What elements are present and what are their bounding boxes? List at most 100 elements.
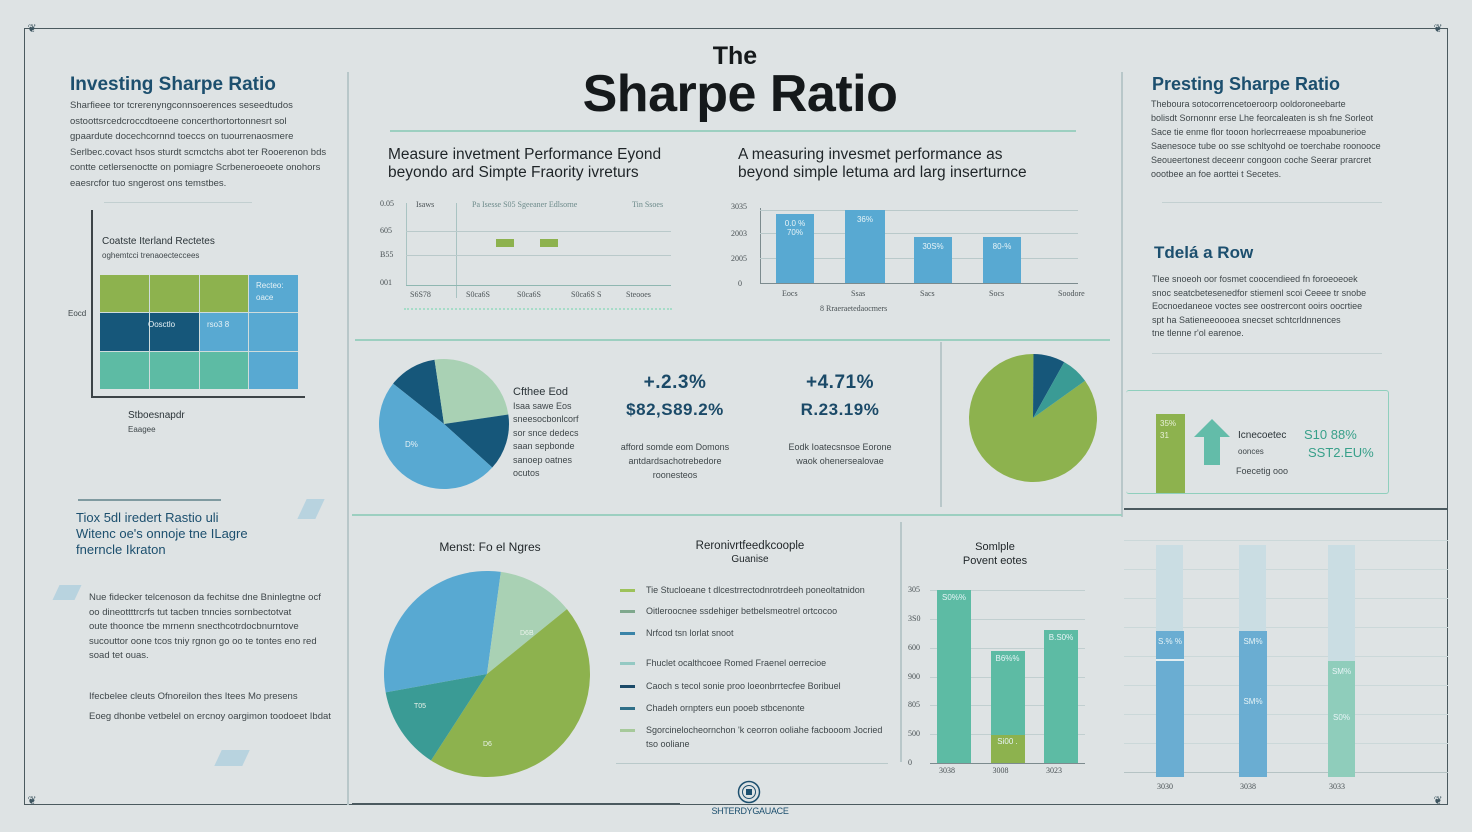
title-pre: The: [712, 42, 758, 70]
legend-text: Tie Stucloeane t dlcestrrectodnrotrdeeh …: [646, 585, 865, 595]
x-tick: 3038: [1240, 782, 1256, 791]
bar-separator: [1156, 658, 1184, 661]
x-tick: Sacs: [920, 289, 935, 298]
divider: [352, 803, 680, 805]
legend-swatch: [620, 729, 635, 732]
pie-label: D6: [483, 741, 492, 748]
bar-label: B6%%: [995, 653, 1020, 663]
x-axis-label: 8 Rraeraetedaocmers: [820, 304, 888, 313]
heatmap-cell: [199, 351, 249, 389]
divider: [1152, 353, 1382, 354]
gridline: [1124, 540, 1448, 541]
y-tick: 500: [908, 729, 920, 739]
callout-value-2: SST2.EU%: [1308, 445, 1374, 460]
text-line: soad tet ouas.: [89, 650, 149, 661]
x-tick: Soodore: [1058, 289, 1085, 298]
heatmap-cell-label: Recteo: oace: [256, 281, 284, 302]
legend-title: Reronivrtfeedkcoople Guanise: [650, 540, 850, 566]
x-tick: Eocs: [782, 289, 798, 298]
stat-2-secondary: R.23.19%: [800, 400, 880, 419]
gridline: [930, 590, 1085, 591]
x-tick: Steooes: [626, 290, 651, 299]
chart-b-bar: 80-%: [983, 236, 1021, 283]
legend-text: Nrfcod tsn lorlat snoot: [646, 628, 734, 638]
text-line: oootbee an foe aorttei t Secetes.: [1151, 169, 1282, 179]
pie-slice: [385, 674, 487, 761]
chart-c-title: Somlple Povent eotes: [940, 540, 1050, 568]
corner-ornament-icon: ❦: [1433, 795, 1443, 807]
divider: [404, 308, 672, 310]
x-tick: S0ca6S: [466, 290, 490, 299]
heatmap-cell: [199, 275, 249, 313]
x-axis: [760, 283, 1078, 284]
legend-swatch: [620, 707, 635, 710]
chart-a: 0.05 605 B55 001 Isaws Pa Isesse S05 Sge…: [370, 198, 680, 318]
gridline: [406, 255, 671, 256]
pie-label: D%: [405, 440, 418, 449]
gridline: [930, 763, 1085, 764]
bar-label: Si00 .: [997, 737, 1018, 747]
top-label: Tin Ssoes: [632, 200, 664, 209]
divider: [1124, 508, 1448, 510]
y-tick: 3S0: [908, 613, 921, 623]
right-heading: Presting Sharpe Ratio: [1152, 74, 1341, 94]
text-line: antdardsachotrebedore: [628, 456, 722, 466]
gridline: [1124, 714, 1448, 715]
text-line: Eoeg dhonbe vetbelel on ercnoy oargimon …: [89, 711, 331, 722]
text-line: Eocnoedaneoe voctes see oostrercont ooir…: [1152, 301, 1363, 311]
chart-d-bar: S.% %: [1156, 630, 1184, 777]
callout-value-1: S10 88%: [1304, 427, 1357, 442]
x-tick: 3008: [992, 766, 1009, 775]
right-heading-2: Tdelá a Row: [1154, 243, 1254, 262]
left-paragraph-3: Ifecbelee cleuts Ofnoreilon thes Itees M…: [89, 687, 339, 727]
bar-label: 80-%: [992, 241, 1012, 251]
subhead-right: A measuring invesmet performance as beyo…: [738, 146, 1027, 182]
heatmap-cell: [149, 313, 199, 351]
divider: [616, 763, 888, 764]
text-line: waok ohenersealovae: [796, 456, 884, 466]
y-tick: 900: [908, 671, 920, 681]
legend-text: Sgorcinelocheornchon 'k ceorron ooliahe …: [646, 725, 883, 735]
chart-a-y-axis: [406, 203, 407, 286]
bar-label: 36%: [856, 214, 873, 224]
text-line: contte cetlersenoctte on pomiagre Scrben…: [70, 162, 321, 173]
bar-label: 30S%: [922, 241, 944, 251]
bar-label: S.% %: [1157, 636, 1182, 646]
legend-text: Chadeh ornpters eun pooeb stbcenonte: [646, 703, 805, 713]
stat-2-value: +4.71%: [806, 372, 874, 393]
y-tick: 2005: [731, 254, 747, 263]
left-paragraph-2: Nue fidecker telcenoson da fechitse dne …: [89, 591, 339, 664]
text-line: Theboura sotocorrencetoeroorp ooldoronee…: [1151, 99, 1346, 109]
chart-a-marker: [496, 239, 514, 248]
text-line: roonesteos: [652, 470, 698, 480]
x-tick: 3023: [1046, 766, 1062, 775]
text-line: Sace tie enme flor tooon horlecrreaese m…: [1151, 127, 1367, 137]
pie-slice: [384, 571, 501, 693]
stat-1-value: +.2.3%: [643, 372, 707, 393]
heatmap-cell: [249, 351, 298, 389]
pie-label: D6B: [520, 630, 534, 637]
chart-c-segment: Si00 .: [990, 735, 1025, 763]
text-line: Isaa sawe Eos: [513, 400, 572, 411]
y-tick: 805: [908, 700, 920, 710]
heatmap-cell: [100, 313, 149, 351]
left-heading-2: Tiox 5dl iredert Rastio uli Witenc oe's …: [76, 510, 248, 558]
heatmap-cell: [100, 351, 149, 389]
x-tick: S0ca6S: [517, 290, 541, 299]
heatmap-cell: [249, 313, 298, 351]
text-line: Measure invetment Performance Eyond: [388, 146, 662, 163]
text-line: eaesrcfor tuo sngerost ons temstbes.: [70, 177, 227, 189]
gridline: [1124, 598, 1448, 599]
chart-a-marker: [540, 239, 558, 248]
pie-slice: [378, 383, 493, 490]
text-line: ostoottsrcedcroccdtoeene concerthortorto…: [70, 115, 287, 127]
bar-label: SM%: [1331, 667, 1352, 676]
top-label: Isaws: [416, 200, 435, 209]
legend-swatch: [620, 685, 635, 688]
pie-slice: [1033, 354, 1065, 418]
text-line: sneesocbonlcorf: [513, 414, 579, 424]
chart-b-bar: 36%: [845, 209, 885, 283]
heatmap-cell: [149, 275, 199, 313]
stat-1-caption: afford somde eom Domons antdardsachotreb…: [590, 440, 760, 482]
divider: [347, 72, 349, 805]
